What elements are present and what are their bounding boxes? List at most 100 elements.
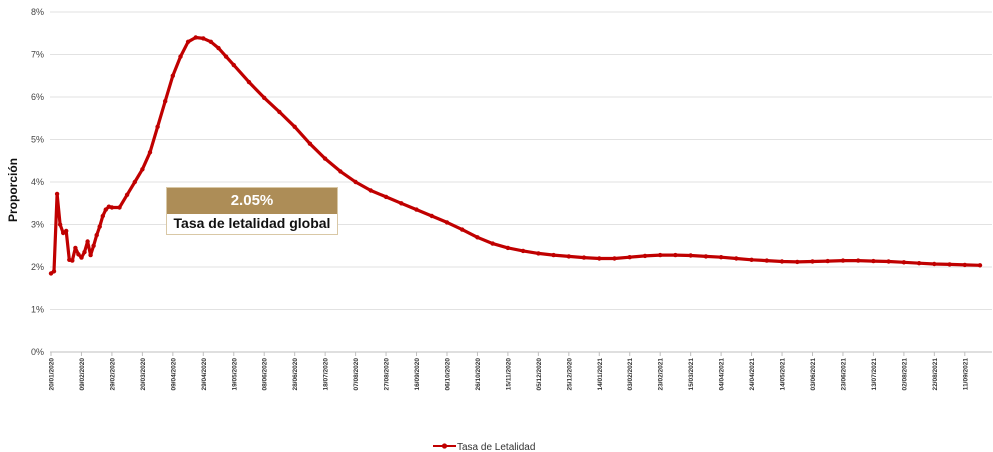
data-point xyxy=(886,259,891,264)
y-tick-label: 8% xyxy=(31,7,44,17)
x-tick-label: 28/06/2020 xyxy=(292,358,299,391)
y-axis-label: Proporción xyxy=(6,158,20,222)
x-tick-label: 27/08/2020 xyxy=(384,358,391,391)
data-point xyxy=(262,95,267,101)
data-point xyxy=(216,45,221,51)
x-tick-label: 25/12/2020 xyxy=(566,358,573,391)
x-tick-label: 23/06/2021 xyxy=(840,358,847,391)
y-tick-label: 0% xyxy=(31,347,44,357)
x-axis-ticks: 20/01/2020 09/02/2020 29/02/2020 20/03/2020… xyxy=(49,352,969,391)
data-point xyxy=(63,228,69,234)
data-point xyxy=(795,259,800,265)
global-lethality-value: 2.05% xyxy=(167,188,337,214)
data-point xyxy=(76,252,81,257)
x-tick-label: 26/10/2020 xyxy=(475,358,482,391)
data-point xyxy=(88,252,93,258)
x-tick-label: 09/02/2020 xyxy=(79,358,86,391)
x-tick-label: 22/08/2021 xyxy=(932,358,939,391)
data-point xyxy=(688,253,693,258)
data-point xyxy=(460,227,465,232)
data-point xyxy=(54,191,60,197)
x-tick-label: 23/02/2021 xyxy=(658,358,665,391)
y-tick-label: 5% xyxy=(31,135,44,145)
data-point xyxy=(223,54,229,59)
data-point xyxy=(581,255,587,260)
data-point xyxy=(977,263,983,268)
data-point xyxy=(597,256,602,261)
data-point xyxy=(840,258,846,263)
data-point xyxy=(91,243,96,248)
data-point xyxy=(916,261,922,266)
data-point xyxy=(673,252,678,258)
data-point xyxy=(155,124,160,129)
gridlines xyxy=(50,11,992,310)
legend-label: Tasa de Letalidad xyxy=(457,442,535,452)
data-point xyxy=(109,205,115,210)
y-tick-label: 1% xyxy=(31,305,44,315)
data-point xyxy=(117,205,122,210)
data-point xyxy=(185,39,191,44)
x-tick-label: 15/03/2021 xyxy=(688,358,695,391)
x-tick-label: 20/03/2020 xyxy=(140,358,147,391)
data-point xyxy=(490,241,495,246)
y-tick-label: 6% xyxy=(31,92,44,102)
y-tick-label: 7% xyxy=(31,50,44,60)
data-point xyxy=(734,256,739,261)
data-point xyxy=(566,254,571,259)
data-point xyxy=(163,99,168,104)
data-point xyxy=(825,258,830,264)
data-point xyxy=(871,258,876,264)
data-point xyxy=(73,245,78,251)
data-point xyxy=(505,245,511,251)
data-point xyxy=(292,124,297,129)
data-point xyxy=(810,259,815,264)
x-tick-label: 13/07/2021 xyxy=(871,358,878,391)
x-tick-label: 14/01/2021 xyxy=(597,358,604,391)
data-point xyxy=(100,213,106,219)
data-point xyxy=(85,239,90,244)
data-point xyxy=(246,79,252,85)
data-point xyxy=(193,35,198,40)
data-point xyxy=(103,207,109,212)
legend: Tasa de Letalidad xyxy=(433,442,535,452)
data-point xyxy=(536,251,541,256)
data-point xyxy=(231,62,236,68)
y-tick-label: 2% xyxy=(31,262,44,272)
x-tick-label: 03/02/2021 xyxy=(627,358,634,391)
data-point xyxy=(201,36,206,41)
data-point xyxy=(277,109,282,115)
data-point xyxy=(70,258,75,263)
data-point xyxy=(368,188,373,193)
data-point xyxy=(322,156,328,161)
data-point xyxy=(901,260,907,265)
x-tick-label: 09/04/2020 xyxy=(170,358,177,391)
data-point xyxy=(703,254,709,259)
data-point xyxy=(642,253,648,259)
data-point xyxy=(779,259,785,264)
data-point xyxy=(147,150,153,155)
data-point xyxy=(178,54,183,59)
y-tick-label: 3% xyxy=(31,220,44,230)
global-lethality-callout: 2.05% Tasa de letalidad global xyxy=(166,187,338,235)
x-tick-label: 14/05/2021 xyxy=(780,358,787,391)
x-tick-label: 05/12/2020 xyxy=(536,358,543,391)
data-point xyxy=(170,73,175,79)
data-point xyxy=(97,224,102,229)
data-point xyxy=(353,179,358,185)
data-point xyxy=(82,249,87,255)
x-tick-label: 19/05/2020 xyxy=(231,358,238,391)
data-point xyxy=(57,222,63,227)
data-point xyxy=(338,169,343,174)
data-point xyxy=(612,256,617,261)
x-tick-label: 08/06/2020 xyxy=(262,358,269,391)
data-point xyxy=(444,220,450,225)
series-line xyxy=(49,35,982,275)
x-tick-label: 16/09/2020 xyxy=(414,358,421,391)
data-point xyxy=(307,141,313,146)
x-tick-label: 15/11/2020 xyxy=(505,358,512,391)
data-point xyxy=(208,39,214,44)
series-group xyxy=(48,35,983,276)
data-point xyxy=(627,255,632,260)
data-point xyxy=(132,179,137,185)
data-point xyxy=(383,194,389,200)
